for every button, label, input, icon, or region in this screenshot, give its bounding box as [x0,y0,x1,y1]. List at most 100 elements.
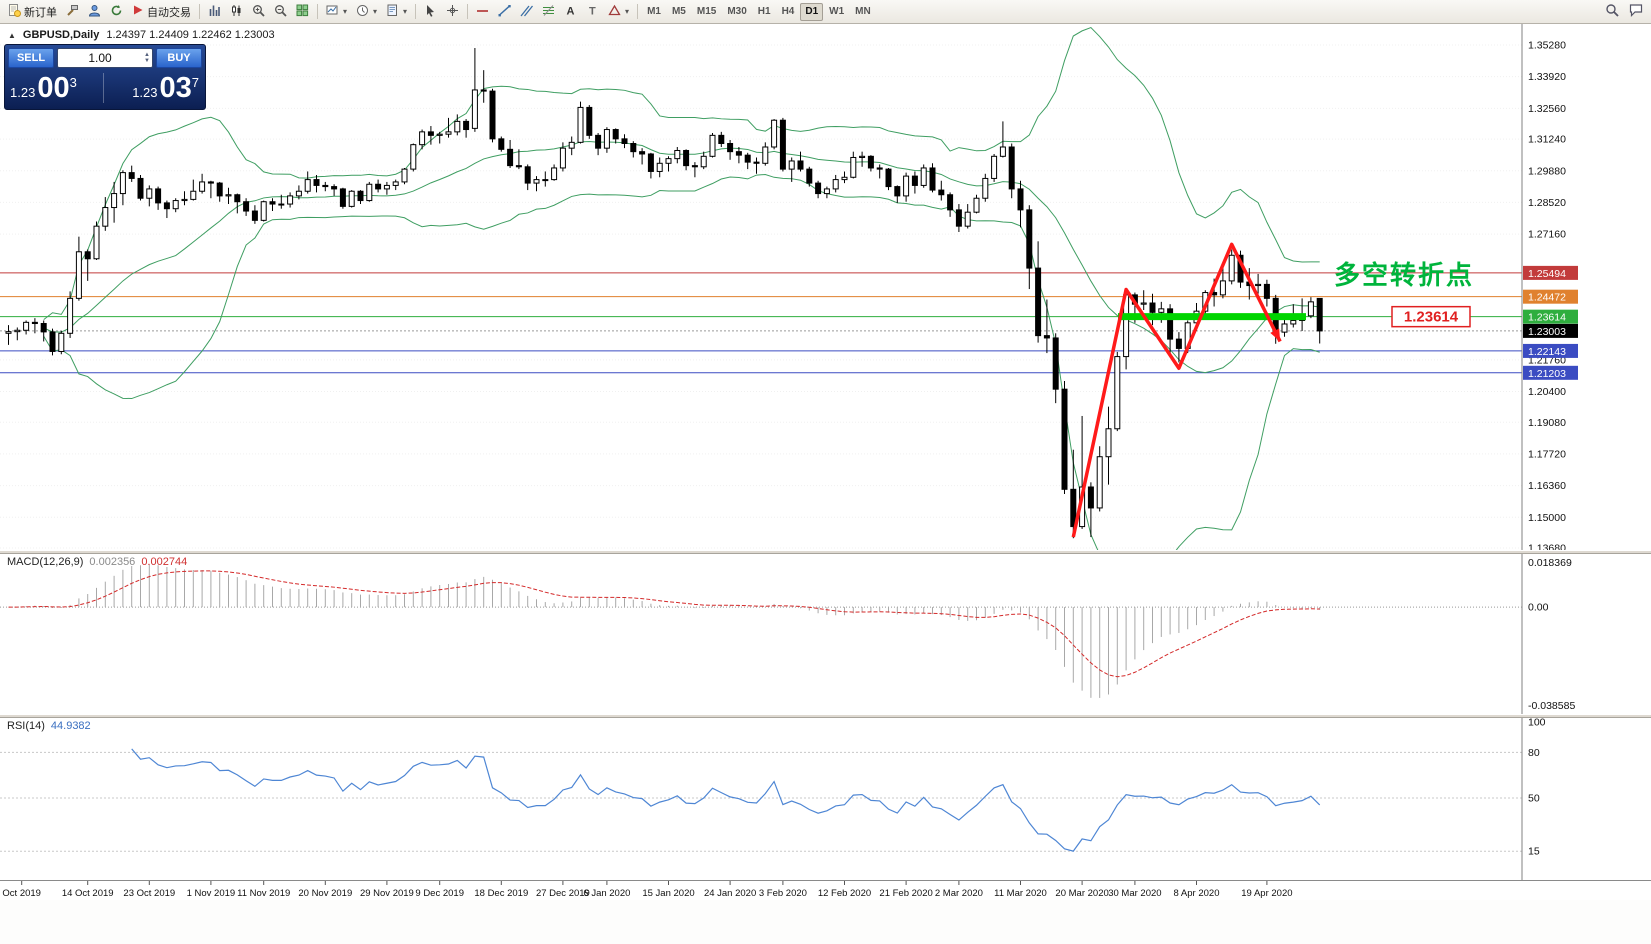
svg-text:1.17720: 1.17720 [1528,448,1566,460]
buy-price[interactable]: 1.23 03 7 [107,73,202,103]
buy-button[interactable]: BUY [156,48,202,68]
volume-spinner: ▲ ▼ [143,49,151,67]
macd-canvas[interactable]: 0.018369 0.00 -0.038585 [0,554,1651,714]
candle [14,327,21,341]
price-chart-canvas[interactable]: 多空转折点 1.23614 1.35280 1.33920 1.32560 1.31240… [0,24,1651,550]
chat-icon [1629,3,1643,20]
shapes-tool-button[interactable]: ▾ [604,2,633,22]
volume-stepper[interactable]: ▲ ▼ [57,48,153,68]
periods-button[interactable]: ▾ [352,2,381,22]
candle [401,167,408,185]
candle [577,101,584,144]
panel-divider[interactable] [0,550,1651,554]
level-label-box[interactable] [1391,305,1471,328]
svg-text:1.31240: 1.31240 [1528,134,1566,146]
candle [542,171,549,187]
timeframe-button-m15[interactable]: M15 [692,3,721,21]
timeframe-button-h1[interactable]: H1 [753,3,776,21]
tester-button[interactable] [62,2,83,22]
candle [1096,446,1103,512]
timeframe-button-h4[interactable]: H4 [777,3,800,21]
timeframe-button-m1[interactable]: M1 [642,3,666,21]
candle [357,190,364,205]
one-click-collapse-icon[interactable]: ▲ [8,30,16,40]
chart-ohlc-values: 1.24397 1.24409 1.22462 1.23003 [106,29,275,41]
svg-text:1.20400: 1.20400 [1528,386,1566,398]
timeframe-button-mn[interactable]: MN [850,3,876,21]
new-chart-icon [326,4,339,20]
candle [146,185,153,207]
search-button[interactable] [1601,2,1623,22]
label-icon: T [586,4,599,20]
candle [947,192,954,217]
timeframe-button-m30[interactable]: M30 [722,3,751,21]
panel-divider[interactable] [0,714,1651,718]
fibonacci-tool-button[interactable] [538,2,559,22]
candle [234,193,241,214]
new-chart-button[interactable]: ▾ [322,2,351,22]
svg-text:1.13680: 1.13680 [1528,543,1566,551]
templates-button[interactable]: ▾ [382,2,411,22]
text-tool-button[interactable]: A [560,2,581,22]
timeframe-button-d1[interactable]: D1 [800,2,824,21]
chevron-down-icon: ▾ [625,7,630,16]
channel-tool-button[interactable] [516,2,537,22]
refresh-button[interactable] [106,2,127,22]
volume-up-icon[interactable]: ▲ [144,52,150,58]
candle [84,249,91,281]
trendline-tool-button[interactable] [494,2,515,22]
rsi-canvas[interactable]: 100 80 50 15 [0,717,1651,880]
candle [779,117,786,172]
sell-button[interactable]: SELL [8,48,54,68]
price-axis-tag [1523,343,1578,358]
refresh-icon [110,4,123,20]
svg-text:1.29880: 1.29880 [1528,165,1566,177]
chat-button[interactable] [1625,2,1647,22]
candle [419,129,426,150]
tile-windows-icon [296,4,309,20]
sell-price-big: 00 [37,72,70,104]
candle [1140,290,1147,311]
timeframe-button-m5[interactable]: M5 [667,3,691,21]
zoom-out-button[interactable] [270,2,291,22]
candle [155,186,162,210]
candle [524,164,531,191]
rsi-panel: RSI(14) 44.9382 100 80 50 15 [0,717,1651,880]
time-axis[interactable]: Oct 2019 14 Oct 2019 23 Oct 2019 1 Nov 2019… [0,880,1651,900]
candle [278,194,285,209]
volume-input[interactable] [58,49,152,67]
svg-text:0.00: 0.00 [1528,602,1549,614]
cursor-button[interactable] [420,2,441,22]
svg-text:Oct 2019: Oct 2019 [2,888,41,899]
svg-text:1.24472: 1.24472 [1528,292,1566,304]
candle [938,180,945,201]
candle [797,151,804,172]
candle [181,191,188,206]
label-tool-button[interactable]: T [582,2,603,22]
candle [823,186,830,199]
sell-price[interactable]: 1.23 00 3 [8,73,100,103]
candle [1167,304,1174,354]
shapes-icon [608,4,621,20]
candle [735,146,742,164]
accounts-button[interactable] [84,2,105,22]
volume-down-icon[interactable]: ▼ [144,58,150,64]
toolbar-separator [415,4,417,19]
candle [1255,273,1262,294]
candle [348,190,355,208]
candle [111,181,118,223]
bars-chart-button[interactable] [204,2,225,22]
zigzag-annotation[interactable] [1071,242,1282,538]
svg-text:1.21203: 1.21203 [1528,368,1566,380]
toolbar-separator [317,4,318,19]
autotrading-button[interactable]: 自动交易 [128,2,195,22]
svg-text:19 Apr 2020: 19 Apr 2020 [1241,888,1292,899]
new-order-button[interactable]: 新订单 [4,2,61,22]
candles-chart-button[interactable] [226,2,247,22]
hline-tool-button[interactable] [472,2,493,22]
timeframe-button-w1[interactable]: W1 [824,3,849,21]
zoom-in-button[interactable] [248,2,269,22]
crosshair-button[interactable] [442,2,463,22]
candle [1228,249,1235,285]
tile-windows-button[interactable] [292,2,313,22]
